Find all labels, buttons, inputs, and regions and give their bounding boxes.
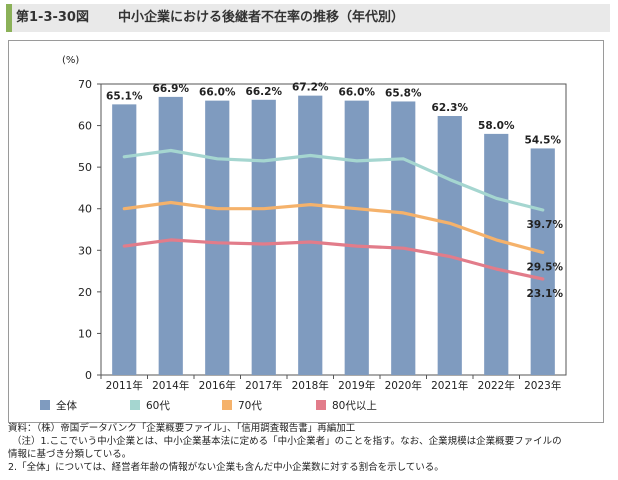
note-2: 2.「全体」については、経営者年齢の情報がない企業も含んだ中小企業数に対する割合… — [8, 462, 444, 473]
legend-label: 全体 — [56, 399, 77, 412]
bar-value-label: 66.2% — [246, 86, 283, 98]
bar-value-label: 66.9% — [153, 83, 190, 95]
note-1b: 情報に基づき分類している。 — [8, 449, 132, 460]
legend-swatch — [40, 400, 50, 410]
x-tick-label: 2014年 — [152, 379, 189, 392]
y-tick-label: 30 — [78, 244, 92, 257]
y-tick-label: 60 — [78, 120, 92, 133]
bar-value-label: 66.0% — [199, 87, 236, 99]
source-note: 資料：（株）帝国データバンク「企業概要ファイル」、「信用調査報告書」再編加工 — [8, 423, 356, 434]
bar-value-label: 66.0% — [339, 87, 376, 99]
series-line — [122, 238, 545, 281]
legend-swatch — [316, 400, 326, 410]
x-tick-label: 2018年 — [292, 379, 329, 392]
bar — [158, 96, 183, 375]
x-tick-label: 2020年 — [385, 379, 422, 392]
legend-label: 70代 — [238, 400, 262, 412]
series-line — [122, 148, 545, 212]
y-tick-label: 20 — [78, 286, 92, 299]
y-tick-label: 0 — [85, 369, 92, 382]
legend-label: 80代以上 — [332, 400, 377, 412]
header-accent-bar — [6, 4, 12, 32]
bar — [205, 100, 230, 375]
y-tick-label: 50 — [78, 161, 92, 174]
x-tick-label: 2017年 — [245, 379, 282, 392]
legend-label: 60代 — [146, 400, 170, 412]
y-tick-label: 40 — [78, 203, 92, 216]
chart-frame — [8, 40, 604, 423]
bar — [530, 148, 555, 375]
bar — [391, 101, 416, 376]
figure-header: 第1-3-30図 中小企業における後継者不在率の推移（年代別） — [6, 4, 610, 32]
chart-notes: 資料：（株）帝国データバンク「企業概要ファイル」、「信用調査報告書」再編加工 （… — [8, 422, 608, 474]
legend-swatch — [222, 400, 232, 410]
chart: 0 10 20 30 40 50 60 70 (%) 65.1% 66.9% 66.0% 66.2% 67… — [40, 55, 567, 412]
figure-number: 第1-3-30図 — [16, 10, 89, 25]
bar-value-label: 62.3% — [432, 102, 469, 114]
x-tick-label: 2022年 — [478, 379, 515, 392]
figure-title: 中小企業における後継者不在率の推移（年代別） — [118, 10, 405, 25]
y-axis-unit: (%) — [62, 55, 79, 66]
bar — [251, 99, 276, 375]
series-end-label: 23.1% — [527, 288, 564, 300]
series-end-label: 39.7% — [527, 219, 564, 231]
bar-value-label: 67.2% — [292, 82, 329, 94]
bar — [298, 95, 323, 375]
x-tick-label: 2021年 — [431, 379, 468, 392]
x-tick-label: 2016年 — [199, 379, 236, 392]
bar — [437, 116, 462, 375]
x-tick-label: 2023年 — [524, 379, 561, 392]
bar-value-label: 54.5% — [525, 134, 562, 146]
bar — [112, 104, 137, 376]
bar-value-label: 65.8% — [385, 87, 422, 99]
note-1a: （注）1.ここでいう中小企業とは、中小企業基本法に定める「中小企業者」のことを指… — [12, 436, 562, 447]
y-tick-label: 10 — [78, 327, 92, 340]
bar — [484, 133, 509, 375]
series-line — [122, 200, 545, 254]
legend-swatch — [130, 400, 140, 410]
series-end-label: 29.5% — [527, 261, 564, 273]
x-tick-label: 2019年 — [338, 379, 375, 392]
bar-value-label: 65.1% — [106, 90, 143, 102]
bar-value-label: 58.0% — [478, 120, 515, 132]
x-tick-label: 2011年 — [106, 379, 143, 392]
bar — [344, 100, 369, 375]
y-tick-label: 70 — [78, 78, 92, 91]
